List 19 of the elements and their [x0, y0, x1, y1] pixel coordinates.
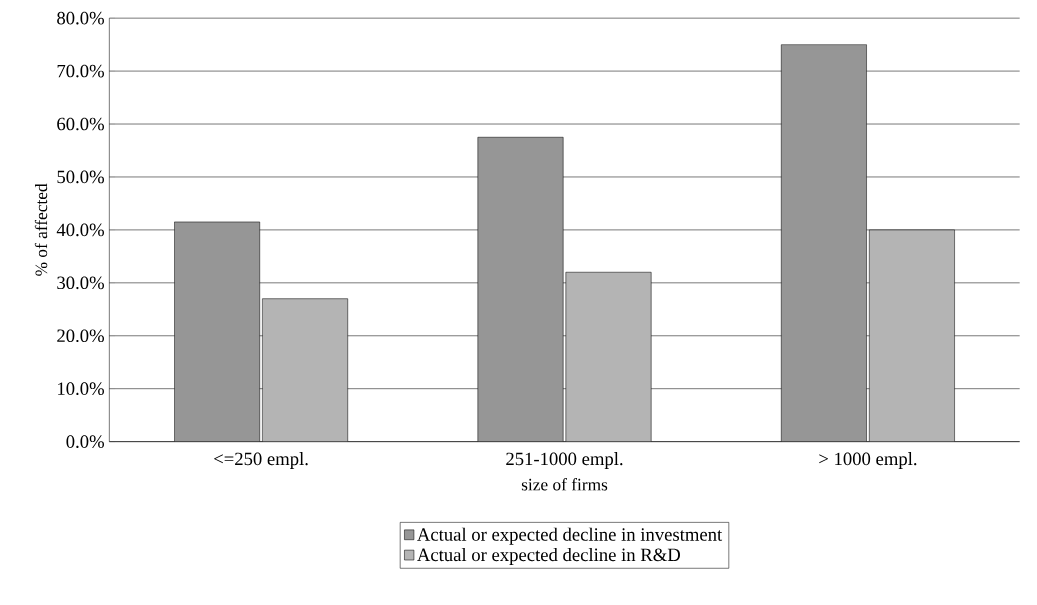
x-tick-label: > 1000 empl. [819, 452, 917, 469]
x-axis-title: size of firms [521, 478, 608, 491]
y-tick-label: 30.0% [57, 276, 104, 290]
legend-label: Actual or expected decline in R&D [417, 547, 680, 565]
y-tick-label: 20.0% [57, 329, 104, 343]
y-tick-label: 80.0% [57, 11, 104, 25]
y-axis-title: % of affected [34, 183, 48, 276]
bar [565, 271, 652, 442]
y-tick-label: 10.0% [58, 382, 104, 396]
y-tick-label: 40.0% [56, 223, 104, 237]
y-tick-label: 0.0% [66, 435, 104, 448]
bar [869, 229, 955, 442]
y-tick-label: 60.0% [57, 117, 104, 131]
y-tick-label: 70.0% [57, 64, 104, 78]
x-tick-label: 251-1000 empl. [506, 452, 623, 469]
x-tick-label: <=250 empl. [214, 452, 308, 469]
y-tick-label: 50.0% [57, 170, 104, 184]
bar [262, 298, 348, 442]
legend-label: Actual or expected decline in investment [417, 527, 723, 545]
